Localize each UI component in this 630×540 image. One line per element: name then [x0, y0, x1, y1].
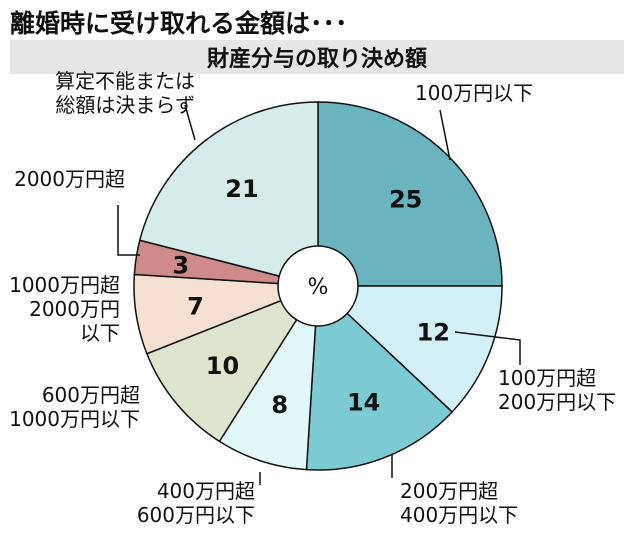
category-label: 100万円以下: [415, 81, 533, 105]
subtitle-bar: 財産分与の取り決め額: [10, 40, 624, 74]
value-label: 12: [417, 319, 450, 347]
leader-lines: [117, 104, 521, 485]
center-label: %: [308, 275, 329, 300]
pie-slice: [138, 101, 319, 287]
leader-line: [454, 331, 521, 365]
chart-title: 離婚時に受け取れる金額は･･･: [10, 9, 348, 38]
center-hole: [277, 245, 359, 327]
category-label: 100万円超 200万円以下: [498, 366, 616, 414]
pie-slice: [317, 101, 503, 287]
value-label: 8: [271, 391, 288, 419]
value-label: 21: [225, 175, 258, 203]
category-label: 2000万円超: [14, 167, 125, 191]
value-label: 10: [206, 352, 239, 380]
value-labels: 25 12 14 8 10 7 3 21: [172, 175, 450, 419]
value-label: 14: [347, 388, 380, 416]
category-label: 600万円超 1000万円以下: [9, 383, 140, 431]
leader-line: [117, 205, 140, 256]
pie-slice: [305, 284, 454, 471]
category-label: 400万円超 600万円以下: [137, 479, 255, 527]
pie-slice: [218, 285, 319, 471]
category-label: 1000万円超 2000万円以下: [9, 273, 120, 345]
pie-slice: [145, 284, 320, 443]
value-label: 3: [172, 251, 189, 279]
value-label: 7: [187, 292, 204, 320]
category-label: 200万円超 400万円以下: [400, 479, 518, 527]
category-label: 算定不能または総額は決まらず: [55, 69, 195, 117]
pie-slices: [133, 101, 503, 471]
chart-subtitle: 財産分与の取り決め額: [206, 47, 427, 72]
value-label: 25: [389, 185, 422, 213]
leader-line: [439, 109, 451, 161]
pie-slice: [316, 285, 503, 414]
leader-line: [184, 104, 196, 141]
category-labels: 100万円以下 100万円超 200万円以下 200万円超 400万円以下 400万円超 6…: [9, 69, 616, 527]
